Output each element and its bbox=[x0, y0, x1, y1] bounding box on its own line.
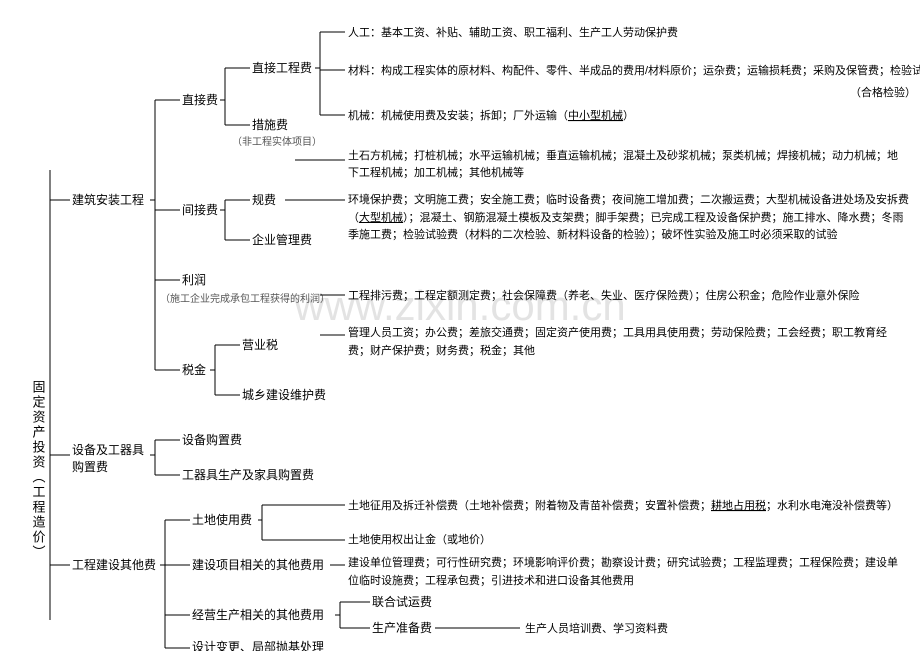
desc-tsf: 土石方机械；打桩机械；水平运输机械；垂直运输机械；混凝土及砂浆机械；泵类机械；焊… bbox=[348, 148, 908, 181]
l2-a4: 税金 bbox=[182, 362, 206, 377]
l3-a1b-note: （非工程实体项目） bbox=[232, 135, 322, 148]
desc-js: 建设单位管理费；可行性研究费；环境影响评价费；勘察设计费；研究试验费；工程监理费… bbox=[348, 555, 908, 590]
desc-tsf-wrap: 土石方机械；打桩机械；水平运输机械；垂直运输机械；混凝土及砂浆机械；泵类机械；焊… bbox=[348, 148, 908, 188]
desc-td3: 土地使用权出让金（或地价） bbox=[348, 532, 491, 546]
desc-js-wrap: 建设单位管理费；可行性研究费；环境影响评价费；勘察设计费；研究试验费；工程监理费… bbox=[348, 555, 908, 595]
l3-a1b: 措施费 bbox=[252, 118, 288, 132]
l3-a4a: 营业税 bbox=[242, 338, 278, 352]
desc-pw: 工程排污费；工程定额测定费；社会保障费（养老、失业、医疗保险费）；住房公积金；危… bbox=[348, 288, 860, 302]
desc-gf: 环境保护费；文明施工费；安全施工费；临时设备费；夜间施工增加费；二次搬运费；大型… bbox=[348, 192, 913, 245]
l2-a1: 直接费 bbox=[182, 92, 218, 107]
l3-a1a: 直接工程费 bbox=[252, 60, 312, 75]
l3-c3b: 生产准备费 bbox=[372, 621, 432, 635]
desc-gl-wrap: 管理人员工资；办公费；差旅交通费；固定资产使用费；工具用具使用费；劳动保险费；工… bbox=[348, 325, 908, 365]
l1-c: 工程建设其他费 bbox=[72, 557, 156, 572]
l1-b-wrap: 设备及工器具购置费 bbox=[72, 442, 152, 476]
l2-a2: 间接费 bbox=[182, 202, 218, 217]
l3-a2b: 企业管理费 bbox=[252, 232, 312, 247]
l2-c3: 经营生产相关的其他费用 bbox=[192, 607, 324, 622]
l1-b: 设备及工器具购置费 bbox=[72, 442, 152, 476]
l3-a4b: 城乡建设维护费 bbox=[242, 388, 326, 402]
desc-gl: 管理人员工资；办公费；差旅交通费；固定资产使用费；工具用具使用费；劳动保险费；工… bbox=[348, 325, 908, 360]
desc-td: 土地征用及拆迁补偿费（土地补偿费；附着物及青苗补偿费；安置补偿费；耕地占用税；水… bbox=[348, 498, 898, 512]
l2-c2: 建设项目相关的其他费用 bbox=[192, 557, 324, 572]
desc-cl2: （合格检验） bbox=[850, 85, 916, 99]
l2-a3: 利润 bbox=[182, 273, 206, 287]
l2-a3-note: （施工企业完成承包工程获得的利润） bbox=[160, 292, 330, 305]
desc-jx: 机械：机械使用费及安装；拆卸；厂外运输（中小型机械） bbox=[348, 108, 634, 122]
l2-c1: 土地使用费 bbox=[192, 512, 252, 527]
l3-a2a: 规费 bbox=[252, 192, 276, 207]
l3-c3a: 联合试运费 bbox=[372, 594, 432, 609]
l1-a: 建筑安装工程 bbox=[72, 192, 144, 207]
root-label: 固定资产投资（工程造价） bbox=[31, 380, 46, 560]
l2-b1: 设备购置费 bbox=[182, 432, 242, 447]
desc-cl: 材料：构成工程实体的原材料、构配件、零件、半成品的费用/材料原价；运杂费；运输损… bbox=[348, 63, 920, 77]
desc-sc: 生产人员培训费、学习资料费 bbox=[525, 621, 668, 635]
l2-c4: 设计变更、局部抛基处理 bbox=[192, 639, 324, 651]
desc-rg: 人工：基本工资、补贴、辅助工资、职工福利、生产工人劳动保护费 bbox=[348, 25, 678, 39]
l2-b2: 工器具生产及家具购置费 bbox=[182, 467, 314, 482]
desc-gf-wrap: 环境保护费；文明施工费；安全施工费；临时设备费；夜间施工增加费；二次搬运费；大型… bbox=[348, 192, 913, 264]
